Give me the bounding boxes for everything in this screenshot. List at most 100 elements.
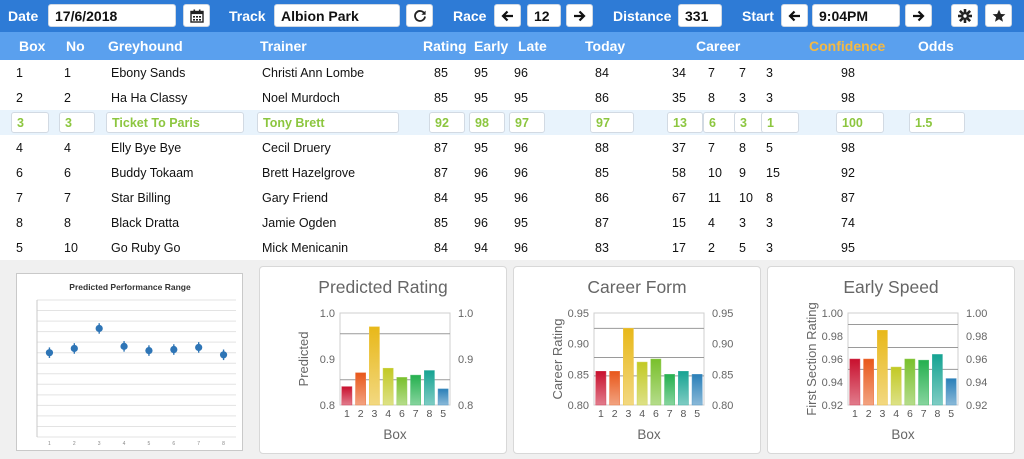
range-x-tick: 3 bbox=[98, 441, 101, 447]
cell-today[interactable]: 97 bbox=[590, 112, 634, 133]
cell-trainer[interactable]: Tony Brett bbox=[257, 112, 399, 133]
col-trainer[interactable]: Trainer bbox=[260, 38, 307, 54]
range-point bbox=[170, 345, 178, 354]
range-x-tick: 4 bbox=[123, 441, 126, 447]
range-x-tick: 8 bbox=[222, 441, 225, 447]
cell-greyhound: Star Billing bbox=[111, 191, 171, 205]
cell-confidence[interactable]: 100 bbox=[836, 112, 884, 133]
cell-early: 95 bbox=[474, 141, 488, 155]
col-early[interactable]: Early bbox=[474, 38, 509, 54]
table-row[interactable]: 8 8 Black Dratta Jamie Ogden 85 96 95 87 15 4 3 3 74 bbox=[0, 210, 1024, 235]
x-tick-label: 6 bbox=[399, 408, 405, 420]
col-no[interactable]: No bbox=[66, 38, 85, 54]
cell-c3: 9 bbox=[739, 166, 746, 180]
x-tick-label: 7 bbox=[667, 408, 673, 420]
range-x-tick: 6 bbox=[172, 441, 175, 447]
cell-no: 1 bbox=[64, 66, 71, 80]
table-row[interactable]: 4 4 Elly Bye Bye Cecil Druery 87 95 96 88 37 7 8 5 9… bbox=[0, 135, 1024, 160]
table-row[interactable]: 1 1 Ebony Sands Christi Ann Lombe 85 95 96 84 34… bbox=[0, 60, 1024, 85]
cell-box[interactable]: 3 bbox=[11, 112, 49, 133]
cell-rating: 85 bbox=[434, 91, 448, 105]
cell-box: 8 bbox=[16, 216, 23, 230]
range-point bbox=[195, 343, 203, 352]
cell-no[interactable]: 3 bbox=[59, 112, 95, 133]
cell-box: 6 bbox=[16, 166, 23, 180]
cell-today: 88 bbox=[595, 141, 609, 155]
bar bbox=[636, 361, 648, 406]
cell-c4[interactable]: 1 bbox=[761, 112, 799, 133]
y-tick-label: 0.96 bbox=[822, 354, 843, 366]
date-field[interactable]: 17/6/2018 bbox=[48, 4, 176, 27]
bar bbox=[945, 378, 957, 406]
early-speed-chart: 1 2 3 4 6 7 8 5 0.92 0.94 0.96 0.98 1.00 0.92 0.94 0.96… bbox=[804, 302, 987, 442]
star-icon[interactable] bbox=[985, 4, 1012, 27]
race-field[interactable]: 12 bbox=[527, 4, 561, 27]
col-odds[interactable]: Odds bbox=[918, 38, 954, 54]
distance-field[interactable]: 331 bbox=[678, 4, 722, 27]
bar bbox=[932, 354, 943, 406]
cell-greyhound[interactable]: Ticket To Paris bbox=[106, 112, 244, 133]
gear-icon[interactable] bbox=[951, 4, 978, 27]
x-axis-label: Box bbox=[637, 427, 661, 442]
bar bbox=[904, 358, 916, 406]
x-tick-label: 3 bbox=[879, 408, 885, 420]
col-greyhound[interactable]: Greyhound bbox=[108, 38, 183, 54]
cell-greyhound: Elly Bye Bye bbox=[111, 141, 182, 155]
table-row[interactable]: 3 3 Ticket To Paris Tony Brett 92 98 97 97 13 6 3 1… bbox=[0, 110, 1024, 135]
race-next-icon[interactable] bbox=[566, 4, 593, 27]
col-career[interactable]: Career bbox=[696, 38, 741, 54]
cell-rating[interactable]: 92 bbox=[429, 112, 465, 133]
race-prev-icon[interactable] bbox=[494, 4, 521, 27]
calendar-icon[interactable] bbox=[183, 4, 210, 27]
cell-early: 94 bbox=[474, 241, 488, 255]
predicted-rating-title: Predicted Rating bbox=[318, 277, 448, 297]
cell-trainer: Gary Friend bbox=[262, 191, 328, 205]
y-tick-label: 0.80 bbox=[568, 400, 589, 412]
cell-c1: 67 bbox=[672, 191, 686, 205]
x-tick-label: 2 bbox=[612, 408, 618, 420]
cell-today: 86 bbox=[595, 191, 609, 205]
start-prev-icon[interactable] bbox=[781, 4, 808, 27]
table-row[interactable]: 7 7 Star Billing Gary Friend 84 95 96 86 67 11 10 8… bbox=[0, 185, 1024, 210]
cell-today: 87 bbox=[595, 216, 609, 230]
start-next-icon[interactable] bbox=[905, 4, 932, 27]
bar bbox=[410, 374, 421, 406]
start-time-field[interactable]: 9:04PM bbox=[812, 4, 900, 27]
cell-rating: 84 bbox=[434, 191, 448, 205]
cell-no: 8 bbox=[64, 216, 71, 230]
cell-late[interactable]: 97 bbox=[509, 112, 545, 133]
track-field[interactable]: Albion Park bbox=[274, 4, 400, 27]
table-row[interactable]: 2 2 Ha Ha Classy Noel Murdoch 85 95 95 86 35 8 3 3 9… bbox=[0, 85, 1024, 110]
cell-c2[interactable]: 6 bbox=[703, 112, 739, 133]
cell-c4: 5 bbox=[766, 141, 773, 155]
cell-c2: 11 bbox=[708, 191, 721, 205]
cell-late: 96 bbox=[514, 191, 528, 205]
cell-greyhound: Buddy Tokaam bbox=[111, 166, 194, 180]
col-today[interactable]: Today bbox=[585, 38, 626, 54]
col-confidence[interactable]: Confidence bbox=[809, 38, 886, 54]
x-tick-label: 8 bbox=[934, 408, 940, 420]
refresh-icon[interactable] bbox=[406, 4, 433, 27]
track-label: Track bbox=[229, 8, 266, 24]
cell-early[interactable]: 98 bbox=[469, 112, 505, 133]
cell-trainer: Brett Hazelgrove bbox=[262, 166, 356, 180]
table-row[interactable]: 6 6 Buddy Tokaam Brett Hazelgrove 87 96 96 85 58… bbox=[0, 160, 1024, 185]
cell-c1[interactable]: 13 bbox=[667, 112, 703, 133]
x-tick-label: 5 bbox=[948, 408, 954, 420]
cell-odds[interactable]: 1.5 bbox=[909, 112, 965, 133]
x-tick-label: 6 bbox=[653, 408, 659, 420]
x-axis-label: Box bbox=[383, 427, 407, 442]
col-box[interactable]: Box bbox=[19, 38, 46, 54]
range-point bbox=[70, 344, 78, 353]
bar bbox=[863, 358, 874, 406]
cell-confidence: 92 bbox=[841, 166, 855, 180]
cell-rating: 84 bbox=[434, 241, 448, 255]
y-tick-label: 0.8 bbox=[320, 400, 335, 412]
cell-no: 10 bbox=[64, 241, 78, 255]
table-row[interactable]: 5 10 Go Ruby Go Mick Menicanin 84 94 96 83 17 2 5 3… bbox=[0, 235, 1024, 260]
x-tick-label: 5 bbox=[694, 408, 700, 420]
col-late[interactable]: Late bbox=[518, 38, 547, 54]
col-rating[interactable]: Rating bbox=[423, 38, 467, 54]
bar bbox=[691, 374, 703, 406]
cell-rating: 85 bbox=[434, 216, 448, 230]
